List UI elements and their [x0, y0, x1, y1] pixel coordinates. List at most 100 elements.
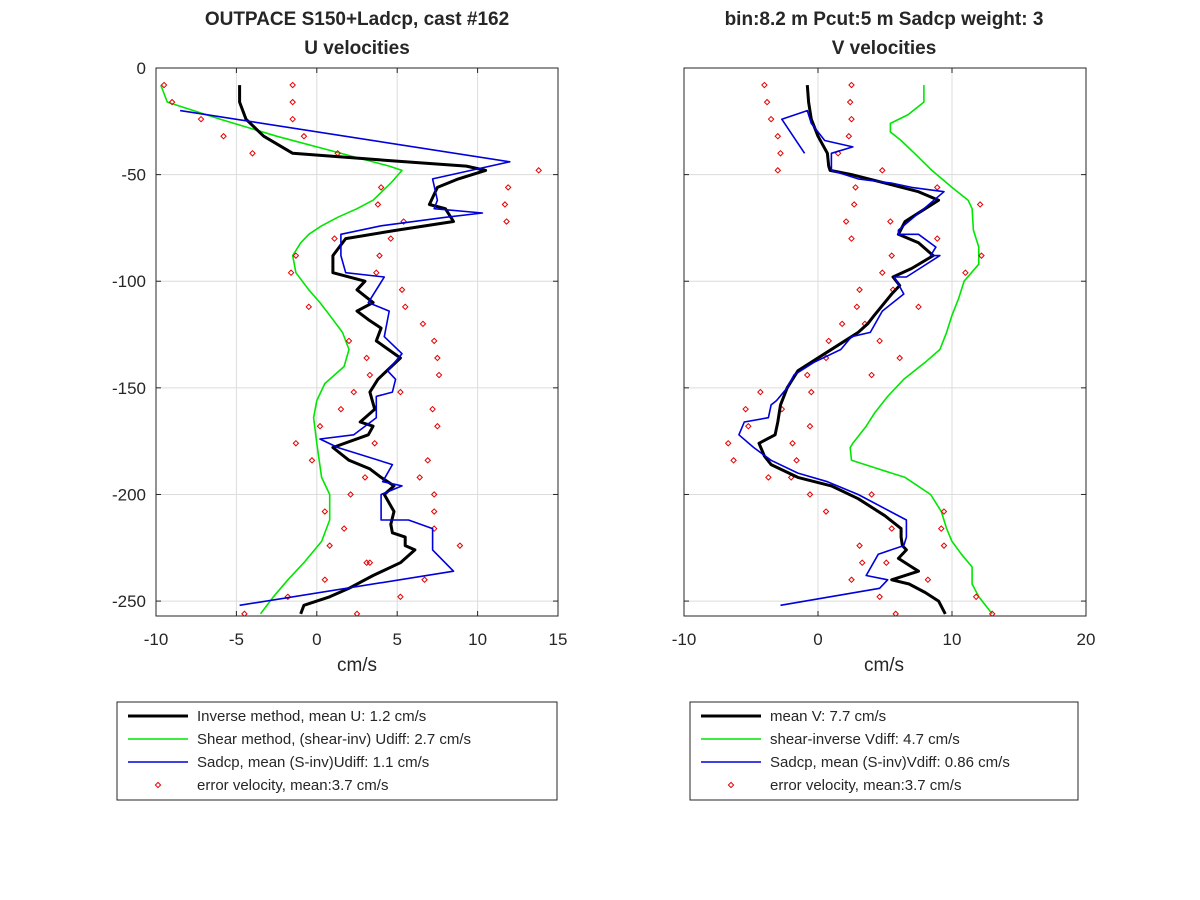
- v-error-velocity-point: [806, 491, 814, 498]
- u-legend-box: [116, 701, 558, 801]
- v-x-tick-label: 10: [943, 630, 962, 649]
- u-velocity-panel: OUTPACE S150+Ladcp, cast #162 U velociti…: [112, 9, 567, 801]
- u-error-velocity-point: [287, 269, 295, 277]
- v-error-velocity-point: [765, 474, 772, 481]
- v-error-velocity-point: [767, 115, 775, 123]
- v-error-velocity-point: [883, 559, 890, 566]
- v-error-velocity-point: [937, 525, 945, 532]
- v-error-velocity-markers: [724, 81, 996, 616]
- v-velocity-panel: bin:8.2 m Pcut:5 m Sadcp weight: 3 V vel…: [672, 9, 1096, 801]
- v-legend-label: Sadcp, mean (S-inv)Vdiff: 0.86 cm/s: [770, 754, 1010, 771]
- u-y-tick-label: -100: [112, 272, 146, 291]
- v-series-group: [724, 81, 996, 616]
- u-error-velocity-point: [501, 201, 509, 208]
- u-error-velocity-point: [366, 371, 374, 379]
- v-error-velocity-point: [888, 252, 896, 259]
- v-error-velocity-point: [892, 610, 900, 616]
- v-error-velocity-point: [876, 337, 883, 345]
- u-axis-ticks: -10 -5 0 5 10 150-50-100-150-200-250: [112, 59, 567, 649]
- u-error-velocity-point: [331, 235, 338, 242]
- u-error-velocity-point: [292, 439, 300, 447]
- v-legend-label: error velocity, mean:3.7 cm/s: [770, 777, 961, 794]
- u-error-velocity-point: [289, 81, 296, 89]
- v-error-velocity-point: [763, 98, 771, 106]
- u-error-velocity-point: [400, 218, 407, 225]
- u-error-velocity-point: [363, 354, 370, 362]
- v-error-velocity-point: [842, 218, 850, 225]
- u-title-line2: U velocities: [304, 38, 410, 59]
- u-error-velocity-point: [429, 405, 436, 413]
- u-error-velocity-markers: [160, 81, 543, 616]
- u-error-velocity-point: [168, 98, 176, 106]
- u-error-velocity-point: [371, 439, 378, 447]
- v-error-velocity-point: [777, 149, 784, 157]
- v-error-velocity-point: [745, 422, 752, 430]
- v-error-velocity-point: [807, 388, 815, 396]
- u-shear-line: [160, 84, 403, 615]
- v-error-velocity-point: [822, 508, 830, 515]
- u-x-tick-label: 0: [312, 630, 321, 649]
- v-x-tick-label: 20: [1077, 630, 1096, 649]
- v-error-velocity-point: [846, 98, 854, 106]
- v-error-velocity-point: [972, 593, 980, 601]
- u-y-tick-label: 0: [137, 59, 146, 78]
- v-error-velocity-point: [988, 610, 996, 616]
- u-error-velocity-point: [289, 98, 296, 106]
- u-error-velocity-point: [353, 610, 361, 616]
- u-x-tick-label: 15: [549, 630, 568, 649]
- u-error-velocity-point: [197, 115, 205, 123]
- v-error-velocity-point: [940, 508, 948, 515]
- u-error-velocity-point: [430, 337, 438, 345]
- u-error-velocity-point: [535, 167, 543, 174]
- v-error-velocity-point: [888, 525, 896, 532]
- v-error-velocity-point: [850, 201, 858, 208]
- v-error-velocity-point: [806, 422, 814, 430]
- u-error-velocity-point: [419, 320, 427, 328]
- v-axes-frame: [683, 67, 1087, 617]
- v-error-velocity-point: [896, 354, 904, 362]
- u-error-velocity-point: [160, 81, 168, 89]
- v-legend: mean V: 7.7 cm/s shear-inverse Vdiff: 4.7…: [689, 701, 1079, 801]
- u-inverse-line: [238, 85, 488, 615]
- v-error-velocity-point: [789, 439, 796, 447]
- v-inverse-line: [757, 84, 947, 615]
- u-error-velocity-point: [504, 184, 512, 191]
- u-sadcp-line: [179, 109, 511, 607]
- v-error-velocity-point: [856, 286, 863, 294]
- u-error-velocity-point: [337, 405, 345, 413]
- v-error-velocity-point: [879, 269, 886, 277]
- u-error-velocity-point: [350, 388, 358, 396]
- u-y-tick-label: -50: [121, 166, 146, 185]
- u-error-velocity-point: [316, 422, 324, 430]
- u-error-velocity-point: [430, 491, 438, 498]
- u-error-velocity-point: [321, 508, 329, 515]
- v-x-axis-label: cm/s: [864, 655, 904, 676]
- v-grid: [684, 68, 1086, 616]
- u-x-tick-label: -5: [229, 630, 244, 649]
- v-error-velocity-point: [848, 115, 855, 123]
- v-legend-label: mean V: 7.7 cm/s: [770, 708, 886, 725]
- v-error-velocity-point: [845, 132, 853, 140]
- v-error-velocity-point: [978, 252, 985, 259]
- u-legend: Inverse method, mean U: 1.2 cm/s Shear me…: [116, 701, 558, 801]
- u-error-velocity-point: [434, 422, 441, 430]
- v-error-velocity-point: [848, 576, 855, 584]
- v-error-velocity-point: [853, 303, 861, 311]
- v-title-line1: bin:8.2 m Pcut:5 m Sadcp weight: 3: [725, 9, 1044, 30]
- u-grid: [156, 68, 558, 616]
- v-error-velocity-point: [724, 439, 732, 447]
- u-error-velocity-point: [340, 525, 348, 532]
- v-error-velocity-point: [730, 457, 737, 464]
- v-error-velocity-point: [742, 405, 749, 413]
- u-y-tick-label: -150: [112, 379, 146, 398]
- u-legend-label: error velocity, mean:3.7 cm/s: [197, 777, 388, 794]
- u-error-velocity-point: [376, 252, 383, 259]
- v-error-velocity-point: [803, 371, 811, 379]
- v-error-velocity-point: [876, 593, 883, 601]
- u-error-velocity-point: [421, 576, 428, 584]
- u-error-velocity-point: [430, 508, 438, 515]
- v-legend-marker: [727, 781, 735, 789]
- u-error-velocity-point: [308, 457, 316, 464]
- u-legend-label: Shear method, (shear-inv) Udiff: 2.7 cm/…: [197, 731, 471, 748]
- u-error-velocity-point: [398, 286, 406, 294]
